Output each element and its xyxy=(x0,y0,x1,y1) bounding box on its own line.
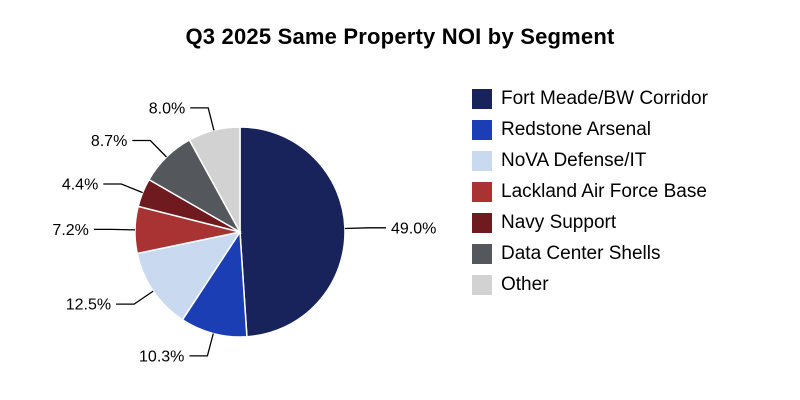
legend-swatch-3 xyxy=(472,181,492,202)
pie-slice-6 xyxy=(188,126,241,233)
slice-percentage-label-3: 7.2% xyxy=(52,222,88,239)
legend-label-0: Fort Meade/BW Corridor xyxy=(501,88,708,109)
leader-line-2 xyxy=(116,290,154,305)
pie-chart: 49.0% 10.3% 12.5% 7.2% 4.4% 8.7% 8.0% xyxy=(52,100,436,365)
pie-slice-0 xyxy=(239,126,346,338)
leader-line-4 xyxy=(103,183,143,194)
slice-percentage-label-4: 4.4% xyxy=(62,177,98,194)
legend-swatch-4 xyxy=(472,212,492,233)
legend-label-1: Redstone Arsenal xyxy=(501,119,651,140)
legend-swatch-2 xyxy=(472,150,492,171)
slice-percentage-label-5: 8.7% xyxy=(91,133,127,150)
legend-label-5: Data Center Shells xyxy=(501,243,661,264)
leader-line-6 xyxy=(190,107,215,131)
legend-swatch-1 xyxy=(472,119,492,140)
leader-line-0 xyxy=(344,227,386,230)
legend-swatch-0 xyxy=(472,88,492,109)
chart-title: Q3 2025 Same Property NOI by Segment xyxy=(185,24,615,49)
slice-percentage-label-6: 8.0% xyxy=(149,100,185,117)
leader-line-1 xyxy=(189,333,214,357)
slice-percentage-label-0: 49.0% xyxy=(391,220,436,237)
legend-item-1: Redstone Arsenal xyxy=(472,119,708,140)
legend: Fort Meade/BW Corridor Redstone Arsenal No… xyxy=(472,88,708,295)
legend-item-6: Other xyxy=(472,274,708,295)
slice-percentage-label-2: 12.5% xyxy=(66,297,111,314)
legend-swatch-5 xyxy=(472,243,492,264)
legend-item-3: Lackland Air Force Base xyxy=(472,181,708,202)
legend-item-4: Navy Support xyxy=(472,212,708,233)
leader-line-5 xyxy=(132,139,167,158)
legend-label-2: NoVA Defense/IT xyxy=(501,150,647,171)
pie-slice-2 xyxy=(136,230,242,321)
legend-label-4: Navy Support xyxy=(501,212,617,233)
leader-line-3 xyxy=(93,228,136,231)
legend-label-6: Other xyxy=(501,274,549,295)
legend-swatch-6 xyxy=(472,274,492,295)
legend-item-0: Fort Meade/BW Corridor xyxy=(472,88,708,109)
legend-item-2: NoVA Defense/IT xyxy=(472,150,708,171)
slice-percentage-label-1: 10.3% xyxy=(139,348,184,365)
legend-item-5: Data Center Shells xyxy=(472,243,708,264)
legend-label-3: Lackland Air Force Base xyxy=(501,181,707,202)
